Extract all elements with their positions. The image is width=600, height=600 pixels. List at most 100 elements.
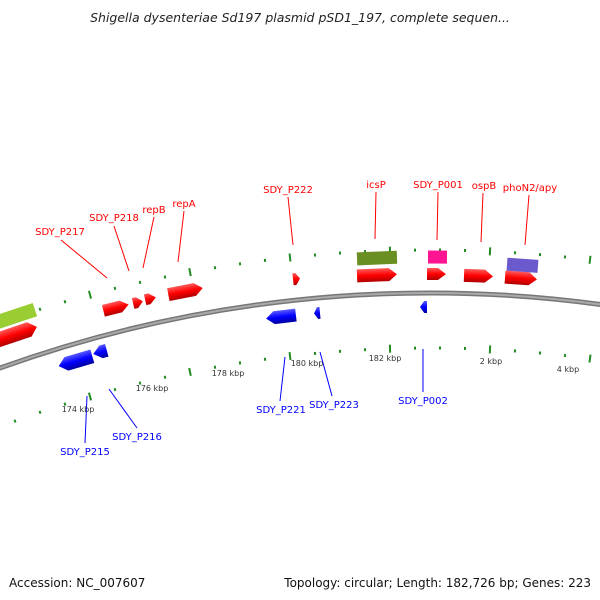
forward-gene-label: icsP <box>366 180 386 191</box>
forward-gene-label: SDY_P001 <box>413 180 463 191</box>
reverse-gene <box>58 349 95 371</box>
tick-mark <box>588 255 592 264</box>
cds-feature <box>427 250 448 264</box>
reverse-gene <box>314 306 321 320</box>
forward-gene <box>131 297 143 309</box>
tick-mark <box>263 258 267 263</box>
reverse-gene-label-leader-line <box>319 351 333 397</box>
forward-gene <box>292 273 300 286</box>
forward-gene <box>101 300 129 317</box>
tick-mark <box>138 381 142 385</box>
scale-tick-label: 180 kbp <box>291 359 324 368</box>
scale-tick-label: 174 kbp <box>62 405 95 414</box>
map-title: Shigella dysenteriae Sd197 plasmid pSD1_… <box>90 10 510 25</box>
tick-mark <box>188 268 192 277</box>
tick-mark <box>388 344 392 353</box>
tick-mark <box>488 247 492 256</box>
cds-feature <box>0 302 38 330</box>
scale-tick-label: 4 kbp <box>557 365 579 374</box>
tick-mark <box>87 290 93 299</box>
tick-mark <box>588 354 592 363</box>
tick-mark <box>138 280 142 285</box>
forward-gene <box>356 268 397 283</box>
tick-mark <box>163 375 167 379</box>
cds-feature <box>506 257 539 273</box>
reverse-gene-label: SDY_P221 <box>256 405 306 416</box>
forward-gene-label-leader-line <box>60 239 108 279</box>
tick-mark <box>63 402 67 406</box>
tick-mark <box>38 410 42 415</box>
reverse-gene-label-leader-line <box>108 388 138 429</box>
tick-mark <box>363 348 367 352</box>
tick-mark <box>313 351 317 356</box>
tick-mark <box>188 367 192 377</box>
tick-mark <box>38 307 42 311</box>
tick-mark <box>513 349 517 353</box>
reverse-gene-label: SDY_P216 <box>112 432 162 443</box>
forward-gene-label-leader-line <box>287 196 294 246</box>
tick-mark <box>488 345 492 354</box>
tick-mark <box>538 253 542 257</box>
tick-mark <box>63 300 67 304</box>
accession-text: Accession: NC_007607 <box>9 576 146 590</box>
reverse-gene-label: SDY_P223 <box>309 400 359 411</box>
scale-tick-label: 178 kbp <box>212 369 245 378</box>
reverse-gene-label: SDY_P215 <box>60 447 110 458</box>
forward-gene-label-leader-line <box>113 225 130 272</box>
tick-mark <box>338 251 342 255</box>
forward-gene-label: SDY_P217 <box>35 227 85 238</box>
forward-gene-label-leader-line <box>436 191 439 241</box>
tick-mark <box>288 352 292 361</box>
forward-gene-label: SDY_P222 <box>263 185 313 196</box>
tick-mark <box>87 392 93 401</box>
tick-mark <box>113 387 117 392</box>
scale-tick-label: 176 kbp <box>136 384 169 393</box>
forward-gene-label: repB <box>142 205 165 216</box>
tick-mark <box>213 365 217 369</box>
reverse-gene-label-leader-line <box>84 395 88 444</box>
forward-gene-label: repA <box>172 199 195 210</box>
tick-mark <box>313 253 317 257</box>
reverse-gene <box>266 308 297 325</box>
backbone-highlight <box>0 292 600 370</box>
forward-gene-label: SDY_P218 <box>89 213 139 224</box>
forward-gene <box>426 267 446 281</box>
forward-gene <box>463 268 493 283</box>
forward-gene-label-leader-line <box>480 192 484 243</box>
reverse-gene <box>93 344 109 359</box>
tick-mark <box>113 286 117 291</box>
reverse-gene-label-leader-line <box>279 356 286 402</box>
tick-mark <box>338 349 342 353</box>
tick-mark <box>13 419 17 423</box>
cds-feature <box>356 250 398 266</box>
scale-tick-label: 182 kbp <box>369 354 402 363</box>
tick-mark <box>438 346 442 350</box>
forward-gene <box>143 293 156 306</box>
tick-mark <box>288 253 292 262</box>
tick-mark <box>238 262 242 266</box>
forward-gene-label: ospB <box>472 181 497 192</box>
forward-gene-label-leader-line <box>142 216 155 269</box>
reverse-gene <box>420 300 428 314</box>
tick-mark <box>463 346 467 351</box>
tick-mark <box>163 275 167 279</box>
forward-gene-label-leader-line <box>374 191 377 240</box>
forward-gene-label-leader-line <box>177 210 185 263</box>
tick-mark <box>263 357 267 361</box>
tick-mark <box>413 248 417 252</box>
tick-mark <box>238 361 242 365</box>
tick-mark <box>213 266 217 270</box>
forward-gene-label: phoN2/apy <box>503 183 557 194</box>
tick-mark <box>463 248 467 252</box>
scale-tick-label: 2 kbp <box>480 357 502 366</box>
topology-summary: Topology: circular; Length: 182,726 bp; … <box>284 576 591 590</box>
tick-mark <box>513 251 517 255</box>
tick-mark <box>538 351 542 355</box>
tick-mark <box>413 346 417 350</box>
forward-gene <box>167 283 203 301</box>
tick-mark <box>563 255 567 259</box>
reverse-gene-label: SDY_P002 <box>398 396 448 407</box>
forward-gene <box>0 322 37 348</box>
forward-gene <box>504 270 537 286</box>
